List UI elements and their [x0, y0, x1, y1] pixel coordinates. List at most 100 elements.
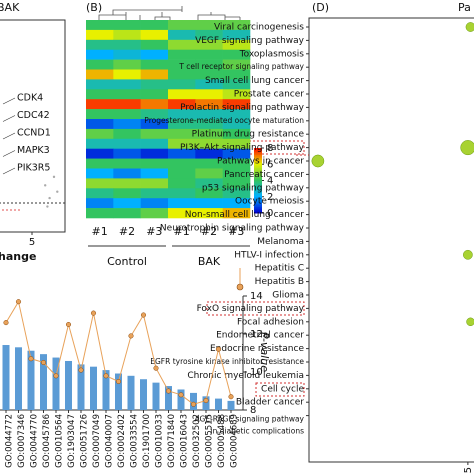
- colorbar-step: [254, 148, 262, 151]
- colorbar-step: [254, 164, 262, 167]
- heatmap-cell: [195, 109, 223, 120]
- colorbar-step: [254, 149, 262, 152]
- dot: [460, 140, 474, 156]
- heatmap-cell: [113, 188, 141, 199]
- heatmap-cell: [168, 208, 196, 219]
- colorbar-step: [254, 167, 262, 170]
- heatmap-cell: [140, 168, 169, 179]
- x-tick-label: GO:0016043: [180, 414, 190, 468]
- point: [44, 184, 47, 187]
- heatmap-cell: [140, 109, 169, 120]
- leader-line: [2, 167, 16, 175]
- heatmap-cell: [168, 128, 196, 140]
- category-label: Cell cycle: [261, 384, 304, 394]
- heatmap-cell: [168, 79, 196, 90]
- column-label: #2: [119, 225, 135, 238]
- heatmap-cell: [113, 20, 141, 31]
- heatmap-cell: [168, 49, 196, 60]
- line-marker: [53, 373, 59, 379]
- heatmap-cell: [86, 99, 114, 110]
- heatmap-cell: [113, 59, 141, 70]
- line-marker: [165, 388, 172, 394]
- line-marker: [228, 394, 234, 400]
- heatmap-cell: [113, 158, 141, 169]
- colorbar-step: [254, 195, 262, 198]
- colorbar-step: [254, 198, 262, 201]
- heatmap-cell: [140, 178, 169, 189]
- heatmap-cell: [222, 198, 251, 209]
- x-tick-label: GO:0010564: [55, 414, 65, 468]
- column-label: #3: [146, 225, 162, 238]
- heatmap-cell: [86, 208, 114, 219]
- bar: [102, 370, 110, 410]
- group-label: Control: [107, 255, 147, 268]
- line-marker: [178, 392, 184, 398]
- x-tick-label: GO:0005488: [217, 414, 227, 468]
- heatmap-cell: [113, 138, 141, 149]
- colorbar-step: [254, 209, 262, 212]
- leader-line: [2, 132, 16, 140]
- category-label: Chronic myeloid leukemia: [187, 371, 304, 381]
- colorbar-step: [254, 180, 262, 183]
- colorbar-step: [254, 191, 262, 194]
- heatmap-cell: [195, 29, 223, 41]
- gene-label: CDC42: [17, 110, 50, 121]
- colorbar-step: [254, 193, 262, 196]
- x-tick-label: GO:0007049: [92, 414, 102, 468]
- heatmap-cell: [140, 128, 169, 140]
- panel-a-title: BAK: [0, 1, 20, 14]
- heatmap-cell: [168, 39, 196, 50]
- heatmap-cell: [195, 158, 223, 169]
- category-label: Endocrine resistance: [210, 344, 304, 354]
- heatmap-cell: [168, 178, 196, 189]
- heatmap-cell: [222, 109, 251, 120]
- colorbar-step: [254, 172, 262, 175]
- bar: [177, 389, 185, 410]
- category-label: T cell receptor signaling pathway: [178, 62, 304, 71]
- heatmap-cell: [195, 148, 223, 159]
- leader-line: [2, 97, 16, 105]
- colorbar-step: [254, 170, 262, 173]
- colorbar-step: [254, 196, 262, 199]
- colorbar-tick-label: 4: [267, 176, 273, 187]
- y2-tick-label: 14: [250, 291, 263, 302]
- gene-label: CDK4: [17, 93, 43, 104]
- heatmap-cell: [222, 20, 251, 31]
- category-label: Pancreatic cancer: [224, 170, 304, 180]
- heatmap-cell: [168, 59, 196, 70]
- heatmap-cell: [195, 119, 223, 130]
- x-tick-label: GO:0010033: [155, 414, 165, 468]
- x-tick-label: GO:0051726: [80, 414, 90, 468]
- heatmap-cell: [86, 198, 114, 209]
- heatmap-cell: [86, 29, 114, 41]
- heatmap-cell: [86, 148, 114, 159]
- x-tick-label: GO:0002402: [117, 414, 127, 468]
- heatmap-cell: [222, 49, 251, 60]
- bar: [15, 347, 22, 410]
- colorbar-step: [254, 159, 262, 162]
- x-tick-label: GO:1901700: [142, 414, 152, 468]
- colorbar-step: [254, 183, 262, 186]
- category-label: HTLV-I infection: [234, 250, 304, 260]
- heatmap-cell: [222, 59, 251, 70]
- x-tick-label: 0.05: [463, 467, 474, 474]
- category-label: Bladder cancer: [236, 398, 304, 408]
- heatmap-cell: [113, 39, 141, 50]
- heatmap-cell: [113, 99, 141, 110]
- bar: [227, 400, 235, 410]
- heatmap-cell: [195, 138, 223, 149]
- heatmap-cell: [222, 79, 251, 90]
- colorbar-step: [254, 203, 262, 206]
- line-marker: [90, 310, 97, 316]
- category-label: EGFR tyrosine kinase inhibitor resistanc…: [150, 357, 304, 366]
- colorbar-step: [254, 157, 262, 160]
- heatmap-cell: [168, 69, 196, 80]
- colorbar-tick-label: 0: [267, 208, 273, 219]
- colorbar-step: [254, 185, 262, 188]
- x-tick-label: GO:0032502: [192, 414, 202, 468]
- x-axis-label: hange: [0, 250, 36, 263]
- heatmap-cell: [222, 39, 251, 50]
- panel-label: (B): [86, 1, 102, 14]
- heatmap-cell: [195, 208, 223, 219]
